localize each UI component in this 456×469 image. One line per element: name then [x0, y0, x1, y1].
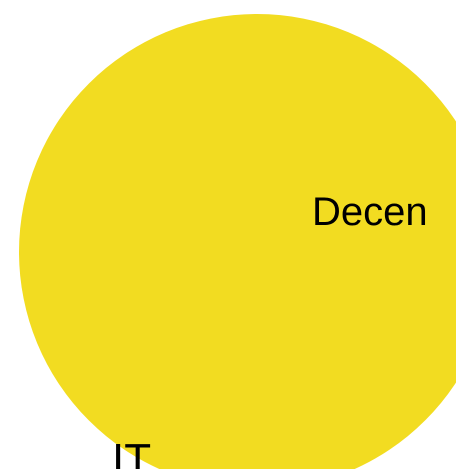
venn-circle	[19, 14, 456, 469]
circle-label: Decen	[312, 190, 428, 234]
bottom-label: IT	[112, 435, 152, 469]
